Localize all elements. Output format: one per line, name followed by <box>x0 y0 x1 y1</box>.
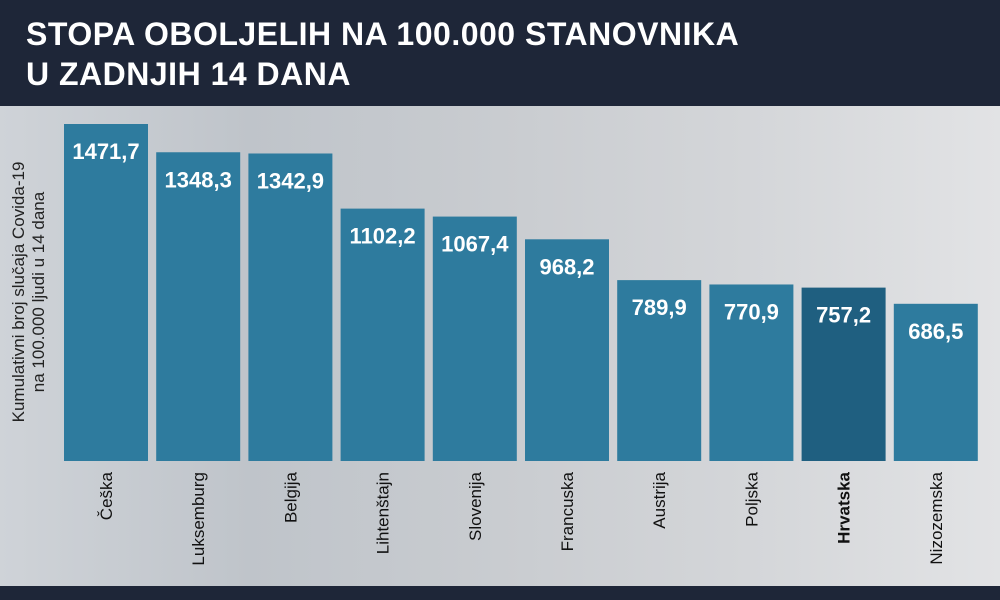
bar-value-label: 789,9 <box>632 295 687 320</box>
category-label: Poljska <box>742 471 761 526</box>
bar-value-label: 1471,7 <box>72 139 139 164</box>
bar-2 <box>248 153 333 461</box>
bar-4 <box>432 216 517 461</box>
bar-3 <box>340 208 425 461</box>
category-label: Belgija <box>281 471 300 523</box>
bar-9 <box>893 303 978 461</box>
bar-0 <box>64 124 148 461</box>
category-label: Francuska <box>558 471 577 551</box>
bar-value-label: 686,5 <box>908 319 963 344</box>
bar-5 <box>525 239 609 461</box>
bar-6 <box>617 280 702 461</box>
bar-7 <box>709 284 794 461</box>
chart-title-line2: U ZADNJIH 14 DANA <box>26 56 351 92</box>
category-label: Slovenija <box>466 471 485 541</box>
footer-band <box>0 586 1000 600</box>
bar-value-label: 1342,9 <box>257 168 324 193</box>
bar-value-label: 770,9 <box>724 299 779 324</box>
category-label: Luksemburg <box>189 472 208 566</box>
y-axis-label-line1: Kumulativni broj slučaja Covida-19 <box>9 162 28 423</box>
category-label: Austrija <box>650 471 669 528</box>
bar-1 <box>156 152 241 461</box>
bar-value-label: 1102,2 <box>350 224 416 249</box>
chart-title-line1: STOPA OBOLJELIH NA 100.000 STANOVNIKA <box>26 16 740 52</box>
bar-value-label: 1348,3 <box>165 167 232 192</box>
bar-value-label: 757,2 <box>816 303 871 328</box>
bar-8 <box>801 287 886 461</box>
category-label: Češka <box>97 471 116 520</box>
category-label: Nizozemska <box>927 471 946 564</box>
y-axis-label-line2: na 100.000 ljudi u 14 dana <box>29 191 48 392</box>
header: STOPA OBOLJELIH NA 100.000 STANOVNIKA U … <box>0 0 1000 106</box>
bar-value-label: 1067,4 <box>441 232 509 257</box>
category-label: Hrvatska <box>835 471 854 543</box>
category-label: Lihtenštajn <box>374 472 393 554</box>
bar-value-label: 968,2 <box>539 254 594 279</box>
